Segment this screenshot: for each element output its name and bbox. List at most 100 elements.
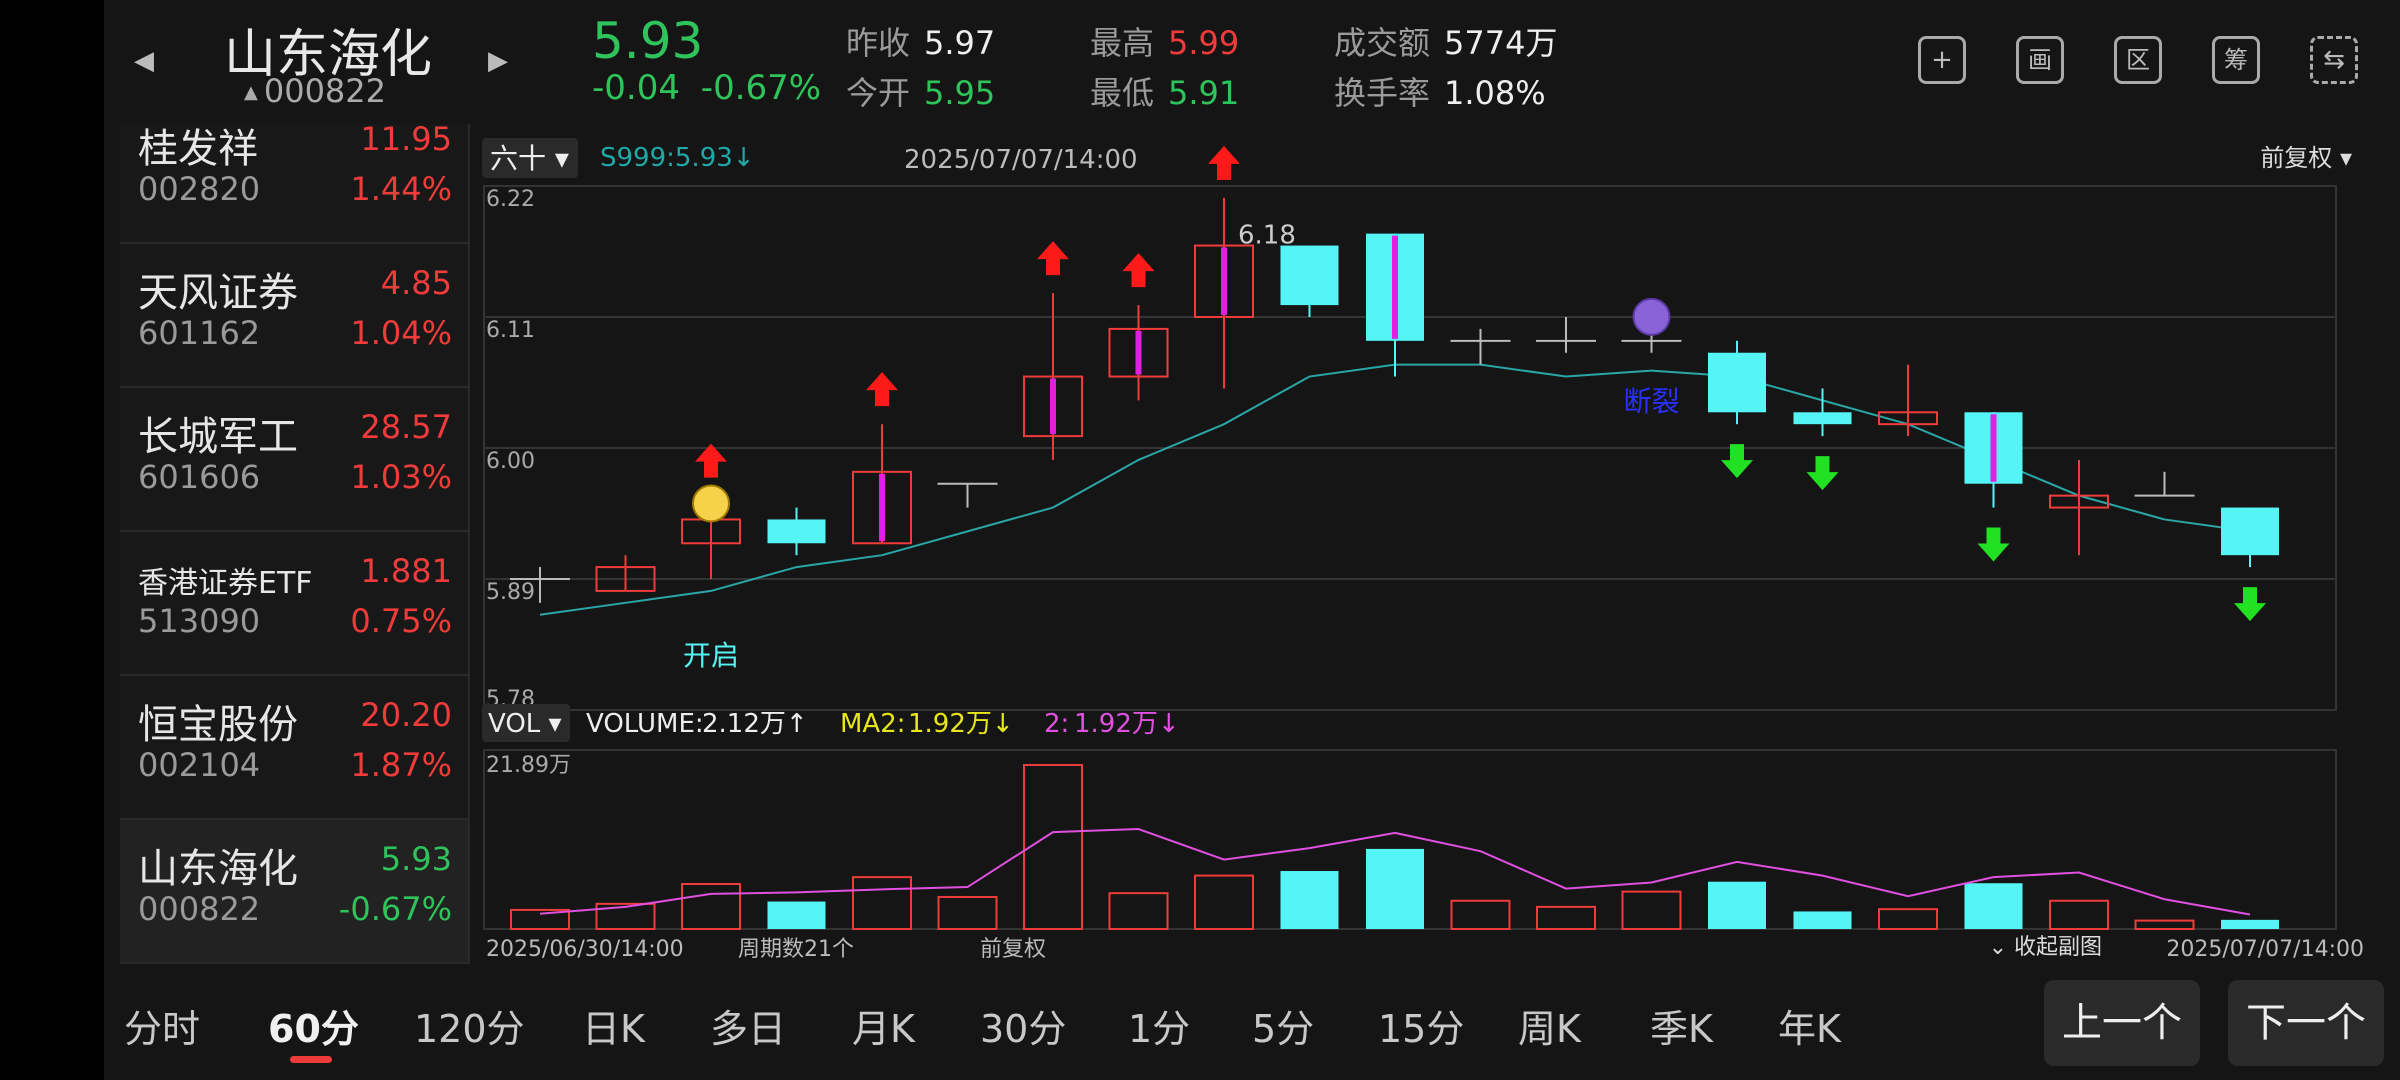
- tab-120分[interactable]: 120分: [414, 1007, 525, 1051]
- volume-bar-up: [1450, 899, 1511, 931]
- period-tabs: 分时 60分 120分 日K 多日 月K 30分 1分 5分 15分 周K 季K 年K 上一个 下一个: [104, 980, 2400, 1080]
- tab-60分[interactable]: 60分: [268, 1007, 359, 1051]
- low-price: 最低 5.91: [1090, 68, 1239, 114]
- watchlist-item[interactable]: 恒宝股份 20.20 002104 1.87%: [120, 676, 468, 820]
- buy-arrow-icon: [1208, 145, 1240, 180]
- tab-年K[interactable]: 年K: [1778, 1007, 1841, 1051]
- high-value: 5.99: [1168, 24, 1240, 62]
- turnover-rate-value: 1.08%: [1444, 74, 1546, 112]
- sell-arrow-icon: [2234, 587, 2266, 622]
- range-icon[interactable]: 区: [2114, 36, 2162, 84]
- sell-arrow-icon: [1977, 527, 2010, 562]
- adjust-footer-label: 前复权: [980, 937, 1046, 962]
- candle-body-down: [1280, 245, 1339, 306]
- price-change: -0.04 -0.67%: [592, 68, 821, 108]
- current-price: 5.93: [592, 12, 704, 70]
- tab-15分[interactable]: 15分: [1378, 1007, 1465, 1051]
- tab-多日[interactable]: 多日: [710, 1007, 787, 1051]
- plus-icon[interactable]: +: [1918, 36, 1966, 84]
- x-end-label: 2025/07/07/14:00: [2166, 937, 2364, 962]
- watchlist-item-price: 28.57: [360, 408, 452, 446]
- rotate-icon[interactable]: ⇆: [2310, 36, 2358, 84]
- watchlist-item-code: 002104: [138, 746, 261, 784]
- triangle-icon: ▲: [244, 82, 258, 103]
- turnover-amount-label: 成交额: [1334, 24, 1431, 62]
- smiley-icon: [692, 484, 730, 523]
- period-select-bg: [482, 138, 578, 178]
- turnover-amount: 成交额 5774万: [1334, 18, 1557, 64]
- tab-分时[interactable]: 分时: [124, 1007, 201, 1051]
- volume-bar-down: [767, 901, 826, 929]
- candle-body-down: [767, 519, 826, 544]
- volume-bar-up: [1108, 892, 1169, 930]
- volume-max-label: 21.89万: [486, 753, 571, 778]
- watchlist-item-name: 山东海化: [138, 846, 298, 892]
- volume-title: VOLUME:: [586, 709, 704, 739]
- buy-arrow-icon: [1037, 241, 1069, 276]
- watchlist-item[interactable]: 山东海化 5.93 000822 -0.67%: [120, 820, 468, 964]
- watchlist-item-percent: 0.75%: [350, 602, 452, 640]
- prev-stock-arrow-icon[interactable]: ◀: [134, 46, 154, 76]
- watchlist-item-price: 20.20: [360, 696, 452, 734]
- watchlist-sidebar: 桂发祥 11.95 002820 1.44% 天风证券 4.85 601162 1.04% 长城…: [120, 120, 470, 964]
- tab-日K[interactable]: 日K: [582, 1007, 645, 1051]
- x-start-label: 2025/06/30/14:00: [486, 937, 684, 962]
- prev-close-value: 5.97: [924, 24, 996, 62]
- stock-name: 山东海化: [224, 25, 433, 85]
- chip-icon[interactable]: 筹: [2212, 36, 2260, 84]
- watchlist-item[interactable]: 天风证券 4.85 601162 1.04%: [120, 244, 468, 388]
- watchlist-item-code: 000822: [138, 890, 261, 928]
- watchlist-item[interactable]: 桂发祥 11.95 002820 1.44%: [120, 100, 468, 244]
- indicator-value: S999:5.93↓: [600, 143, 755, 173]
- prev-stock-button[interactable]: 上一个: [2044, 980, 2200, 1066]
- tab-30分[interactable]: 30分: [980, 1007, 1067, 1051]
- volume-bar-up: [852, 876, 912, 931]
- volume-bar-up: [1194, 874, 1254, 930]
- app: ◀ 山东海化 ▲ 000822 ▶ 5.93 -0.04 -0.67% 昨收 5.9…: [104, 0, 2400, 1080]
- candle-body-up: [1108, 327, 1169, 378]
- draw-icon[interactable]: 画: [2016, 36, 2064, 84]
- volume-value: 2.12万↑: [702, 709, 808, 739]
- watchlist-item-code: 002820: [138, 170, 261, 208]
- tab-周K[interactable]: 周K: [1518, 1007, 1581, 1051]
- tab-月K[interactable]: 月K: [852, 1007, 915, 1051]
- volume-bar-down: [1793, 911, 1852, 929]
- chart-date: 2025/07/07/14:00: [904, 145, 1138, 175]
- volume-ma2-label: MA2:: [840, 709, 906, 739]
- adjust-mode-select: 前复权 ▾: [2260, 144, 2352, 172]
- low-label: 最低: [1090, 74, 1155, 112]
- watchlist-item[interactable]: 香港证券ETF 1.881 513090 0.75%: [120, 532, 468, 676]
- volume-ma2b-label: 2:: [1044, 709, 1069, 739]
- volume-bar-down: [1366, 848, 1424, 929]
- sad-face-icon: [1632, 297, 1671, 336]
- buy-arrow-icon: [866, 372, 898, 407]
- watchlist-item-percent: 1.87%: [350, 746, 452, 784]
- volume-ma-line: [539, 828, 2251, 916]
- turnover-amount-value: 5774万: [1444, 24, 1558, 62]
- high-price: 最高 5.99: [1090, 18, 1239, 64]
- volume-bar-down: [1280, 871, 1339, 929]
- kline-chart[interactable]: 6.22 6.11 6.00 5.89 5.78 六十 ▾ S999:5.93↓ 2025/0…: [470, 124, 2400, 964]
- watchlist-item-name: 天风证券: [138, 270, 298, 316]
- candle-body-up: [2049, 494, 2109, 509]
- watchlist-item-name: 恒宝股份: [138, 702, 298, 748]
- price-tick-label: 5.89: [486, 580, 535, 605]
- candle-body-up: [1878, 411, 1938, 426]
- watchlist-item[interactable]: 长城军工 28.57 601606 1.03%: [120, 388, 468, 532]
- volume-ma2-value: 1.92万↓: [908, 709, 1014, 739]
- volume-bar-up: [2049, 899, 2109, 931]
- tab-5分[interactable]: 5分: [1252, 1007, 1315, 1051]
- change-percent: -0.67%: [700, 68, 822, 108]
- next-stock-arrow-icon[interactable]: ▶: [488, 46, 508, 76]
- tab-1分[interactable]: 1分: [1128, 1007, 1191, 1051]
- watchlist-item-name: 桂发祥: [138, 126, 258, 172]
- stock-code: ▲ 000822: [244, 72, 386, 110]
- next-stock-button[interactable]: 下一个: [2228, 980, 2384, 1066]
- volume-bar-up: [595, 902, 656, 930]
- collapse-subchart-button: ⌄ 收起副图: [1989, 935, 2102, 960]
- watchlist-item-price: 11.95: [360, 120, 452, 158]
- volume-bar-up: [1536, 905, 1596, 930]
- tab-季K[interactable]: 季K: [1650, 1007, 1713, 1051]
- turnover-rate-label: 换手率: [1334, 74, 1431, 112]
